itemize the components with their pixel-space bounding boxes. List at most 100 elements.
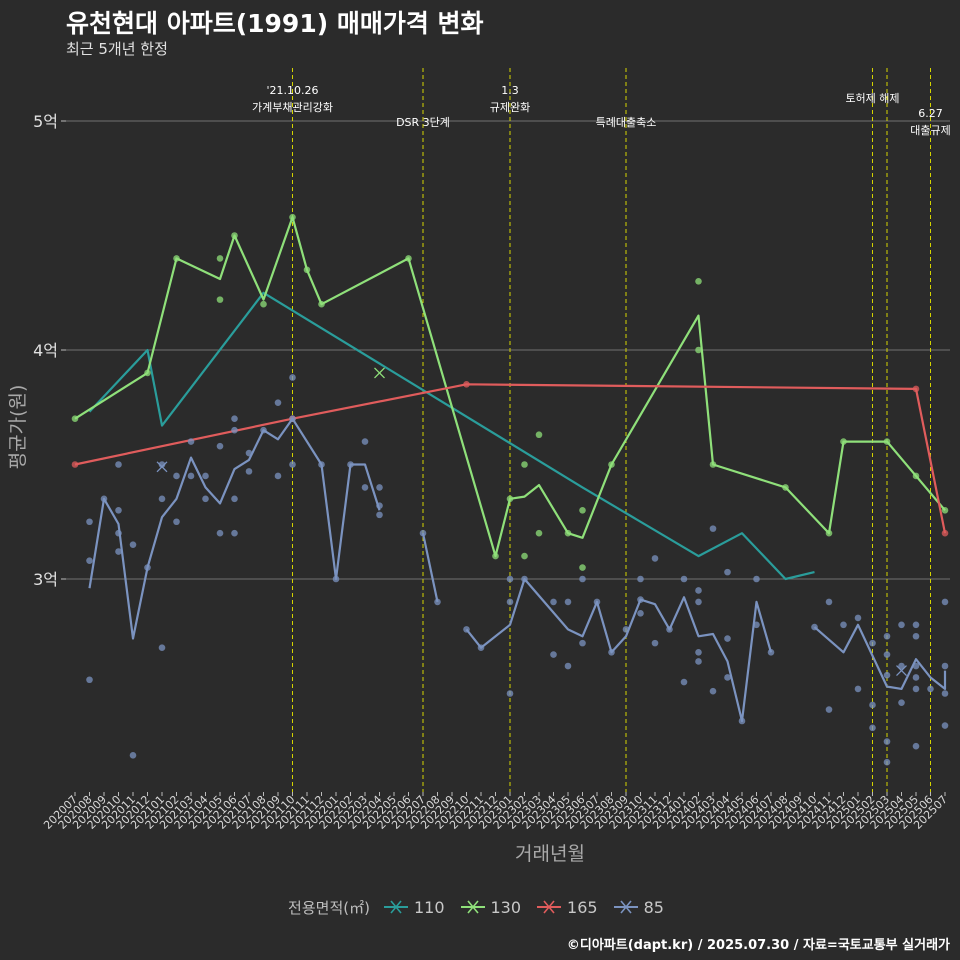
data-point-85 xyxy=(477,644,485,651)
data-point-130 xyxy=(318,300,325,308)
data-point-85 xyxy=(651,639,659,647)
data-point-85 xyxy=(231,415,238,423)
data-point-85 xyxy=(695,648,702,656)
data-point-130 xyxy=(216,255,224,262)
data-point-85 xyxy=(825,706,833,713)
data-point-85 xyxy=(521,575,528,583)
data-point-130 xyxy=(521,552,528,560)
data-point-85 xyxy=(202,472,209,480)
data-point-85 xyxy=(100,495,108,503)
data-point-85 xyxy=(245,449,253,457)
data-point-85 xyxy=(231,529,238,537)
data-point-85 xyxy=(115,461,122,468)
data-point-85 xyxy=(941,662,949,670)
cross-marker-85 xyxy=(156,461,168,473)
data-point-85 xyxy=(738,717,746,725)
data-point-85 xyxy=(709,687,717,695)
data-point-85 xyxy=(767,648,775,656)
data-point-85 xyxy=(158,644,166,651)
data-point-165 xyxy=(941,529,949,537)
legend-key-icon xyxy=(460,900,485,914)
data-point-130 xyxy=(709,461,717,468)
data-point-85 xyxy=(883,758,891,766)
legend-key-icon xyxy=(613,900,638,914)
data-point-165 xyxy=(912,385,920,393)
chart-subtitle: 최근 5개년 한정 xyxy=(66,40,168,58)
data-point-85 xyxy=(245,468,253,475)
data-point-85 xyxy=(680,678,688,686)
data-point-85 xyxy=(941,722,949,729)
data-point-130 xyxy=(825,529,833,537)
y-tick-label: 3억 xyxy=(33,570,58,589)
data-point-130 xyxy=(216,296,224,303)
data-point-130 xyxy=(912,472,920,480)
data-point-130 xyxy=(695,346,702,354)
data-point-85 xyxy=(289,461,296,468)
data-point-85 xyxy=(854,614,862,622)
data-point-85 xyxy=(883,651,891,658)
data-point-85 xyxy=(811,623,818,631)
event-label: '21.10.26 xyxy=(266,84,318,97)
cross-marker-85 xyxy=(896,665,907,677)
data-point-85 xyxy=(347,461,354,468)
data-point-85 xyxy=(434,598,441,606)
data-point-85 xyxy=(912,685,920,693)
data-point-85 xyxy=(825,598,833,606)
data-point-85 xyxy=(912,662,920,670)
data-point-130 xyxy=(405,255,412,262)
data-point-85 xyxy=(216,529,224,537)
data-point-85 xyxy=(86,676,93,684)
data-point-85 xyxy=(550,598,557,606)
y-tick-label: 5억 xyxy=(33,112,58,131)
data-point-85 xyxy=(86,557,93,564)
data-point-130 xyxy=(840,438,847,445)
data-point-130 xyxy=(535,431,543,439)
data-point-130 xyxy=(564,529,572,537)
data-point-130 xyxy=(71,415,79,423)
data-point-85 xyxy=(869,639,876,647)
chart-title: 유천현대 아파트(1991) 매매가격 변화 xyxy=(66,9,484,38)
event-label: 토허제 해제 xyxy=(845,91,899,105)
data-point-130 xyxy=(521,461,528,468)
data-point-85 xyxy=(898,699,905,706)
data-point-85 xyxy=(840,621,847,629)
data-point-85 xyxy=(912,632,920,640)
data-point-85 xyxy=(274,472,282,480)
data-point-85 xyxy=(898,662,905,670)
y-axis-title: 평균가(원) xyxy=(7,385,29,470)
data-point-165 xyxy=(71,461,79,468)
data-point-85 xyxy=(695,658,702,665)
data-point-85 xyxy=(129,541,137,548)
data-point-85 xyxy=(564,662,572,670)
data-point-85 xyxy=(173,518,180,526)
legend-label: 85 xyxy=(643,897,664,917)
x-axis-title: 거래년월 xyxy=(515,843,585,865)
event-label: 가계부채관리강화 xyxy=(252,101,333,114)
data-point-130 xyxy=(579,507,586,514)
data-point-85 xyxy=(463,626,470,633)
data-point-85 xyxy=(637,575,644,583)
data-point-130 xyxy=(883,438,891,445)
data-point-85 xyxy=(86,518,93,526)
data-point-85 xyxy=(912,674,920,681)
data-point-85 xyxy=(361,438,369,445)
data-point-85 xyxy=(709,525,717,532)
data-point-85 xyxy=(318,461,325,468)
data-point-85 xyxy=(637,596,644,603)
data-point-85 xyxy=(550,651,557,658)
data-point-85 xyxy=(289,374,296,381)
data-point-85 xyxy=(883,738,891,745)
data-point-85 xyxy=(753,575,760,583)
data-point-85 xyxy=(419,529,427,537)
data-point-85 xyxy=(912,621,920,629)
data-point-85 xyxy=(115,548,122,555)
data-point-85 xyxy=(506,690,514,697)
legend-item-165: 165 xyxy=(535,898,598,917)
series-line-85 xyxy=(421,532,439,603)
data-point-85 xyxy=(724,674,731,681)
data-point-85 xyxy=(260,426,267,434)
data-point-130 xyxy=(608,461,615,468)
data-point-130 xyxy=(260,300,267,308)
data-point-85 xyxy=(187,472,195,480)
